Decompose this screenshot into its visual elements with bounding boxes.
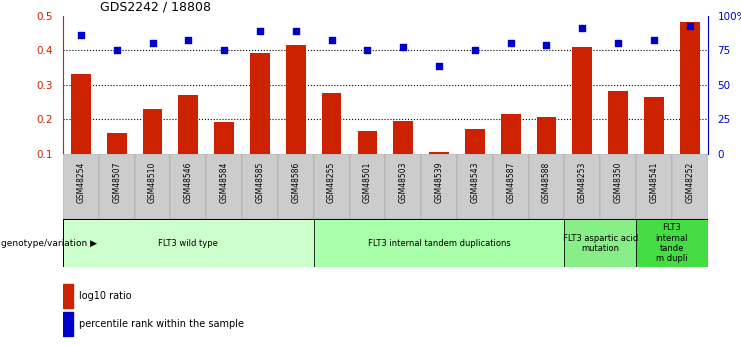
Point (648, 37, 659, 42)
Bar (322, 93, 342, 154)
Text: GDS2242 / 18808: GDS2242 / 18808 (100, 1, 211, 14)
Bar (429, 152, 449, 154)
Text: FLT3 aspartic acid
mutation: FLT3 aspartic acid mutation (562, 234, 638, 253)
Bar (565, 219, 636, 267)
Point (684, 23, 696, 29)
Point (469, 47, 481, 53)
Point (254, 28, 266, 34)
Bar (636, 219, 708, 267)
Bar (501, 114, 520, 154)
Bar (636, 154, 672, 219)
Bar (179, 95, 198, 154)
Text: FLT3
internal
tande
m dupli: FLT3 internal tande m dupli (656, 223, 688, 263)
Bar (63, 219, 313, 267)
Text: log10 ratio: log10 ratio (79, 291, 132, 301)
Bar (313, 219, 565, 267)
Bar (421, 154, 457, 219)
Text: GSM48586: GSM48586 (291, 161, 300, 203)
Point (505, 40, 516, 46)
Bar (63, 284, 73, 308)
Text: percentile rank within the sample: percentile rank within the sample (79, 319, 245, 329)
Text: GSM48584: GSM48584 (219, 161, 229, 203)
Text: GSM48350: GSM48350 (614, 161, 622, 203)
Bar (206, 154, 242, 219)
Text: FLT3 internal tandem duplications: FLT3 internal tandem duplications (368, 239, 511, 248)
Bar (170, 154, 206, 219)
Bar (644, 97, 664, 154)
Bar (465, 129, 485, 154)
Bar (385, 154, 421, 219)
Bar (600, 154, 636, 219)
Bar (680, 22, 700, 154)
Text: FLT3 wild type: FLT3 wild type (159, 239, 219, 248)
Text: GSM48539: GSM48539 (434, 161, 444, 203)
Text: GSM48543: GSM48543 (471, 161, 479, 203)
Bar (573, 47, 592, 154)
Bar (358, 131, 377, 154)
Point (290, 28, 302, 34)
Text: GSM48588: GSM48588 (542, 161, 551, 203)
Point (110, 47, 122, 53)
Text: GSM48587: GSM48587 (506, 161, 515, 203)
Bar (608, 91, 628, 154)
Point (540, 42, 552, 48)
Point (218, 47, 230, 53)
Point (362, 47, 373, 53)
Bar (350, 154, 385, 219)
Text: GSM48507: GSM48507 (112, 161, 122, 203)
Bar (672, 154, 708, 219)
Point (325, 37, 337, 42)
Bar (457, 154, 493, 219)
Point (397, 44, 409, 49)
Bar (286, 45, 305, 154)
Bar (135, 154, 170, 219)
Text: GSM48585: GSM48585 (256, 161, 265, 203)
Text: GSM48541: GSM48541 (649, 161, 659, 203)
Bar (313, 154, 350, 219)
Point (147, 40, 159, 46)
Bar (242, 154, 278, 219)
Text: GSM48546: GSM48546 (184, 161, 193, 203)
Bar (278, 154, 313, 219)
Bar (493, 154, 528, 219)
Bar (214, 122, 234, 154)
Bar (536, 117, 556, 154)
Bar (393, 121, 413, 154)
Text: GSM48510: GSM48510 (148, 161, 157, 203)
Bar (250, 53, 270, 154)
Bar (565, 154, 600, 219)
Text: genotype/variation ▶: genotype/variation ▶ (1, 239, 97, 248)
Point (182, 37, 194, 42)
Bar (528, 154, 565, 219)
Bar (63, 312, 73, 336)
Bar (107, 133, 127, 154)
Text: GSM48501: GSM48501 (363, 161, 372, 203)
Bar (71, 74, 90, 154)
Point (576, 25, 588, 30)
Text: GSM48252: GSM48252 (685, 161, 694, 203)
Text: GSM48255: GSM48255 (327, 161, 336, 203)
Bar (99, 154, 135, 219)
Point (612, 40, 624, 46)
Point (433, 63, 445, 68)
Text: GSM48254: GSM48254 (76, 161, 85, 203)
Text: GSM48253: GSM48253 (578, 161, 587, 203)
Text: GSM48503: GSM48503 (399, 161, 408, 203)
Bar (63, 154, 99, 219)
Point (75, 32, 87, 37)
Bar (143, 109, 162, 154)
